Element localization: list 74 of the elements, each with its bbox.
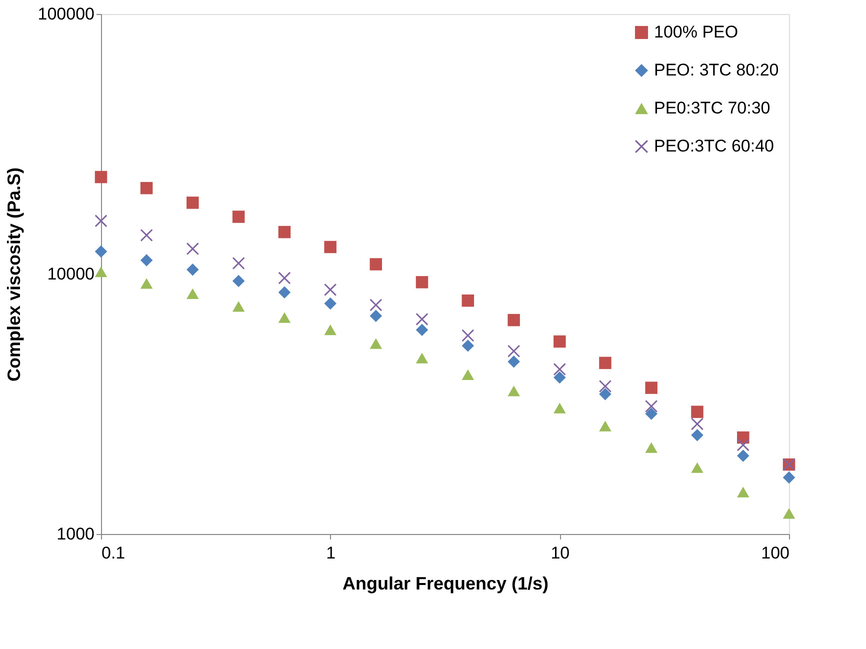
point — [691, 429, 704, 442]
point — [140, 278, 153, 289]
point — [186, 196, 199, 209]
point — [186, 263, 199, 276]
point — [691, 406, 704, 418]
point — [737, 486, 750, 498]
y-axis-title: Complex viscosity (Pa.S) — [4, 167, 24, 382]
point — [370, 298, 382, 312]
point — [94, 245, 108, 258]
point — [645, 382, 658, 394]
point — [370, 338, 382, 349]
point — [737, 450, 750, 462]
legend-label: 100% PEO — [654, 22, 738, 42]
point — [324, 240, 336, 254]
point — [370, 310, 382, 322]
point — [232, 301, 245, 312]
point — [324, 297, 336, 310]
point — [186, 288, 199, 299]
point — [324, 324, 336, 336]
point — [278, 272, 291, 284]
y-tick-label: 10000 — [47, 264, 94, 284]
point — [140, 254, 153, 266]
point — [508, 356, 520, 368]
point — [599, 388, 612, 400]
point — [416, 313, 428, 326]
legend-label: PE0:3TC 70:30 — [654, 98, 770, 118]
point — [554, 363, 566, 376]
point — [324, 284, 336, 296]
point — [508, 345, 520, 358]
point — [599, 420, 612, 432]
point — [94, 266, 108, 278]
point — [94, 214, 108, 228]
point — [554, 335, 566, 348]
point — [232, 274, 245, 288]
point — [599, 356, 612, 370]
legend-label: PEO:3TC 60:40 — [654, 136, 774, 156]
point — [599, 380, 612, 392]
point — [232, 210, 245, 223]
point — [232, 257, 245, 270]
point — [186, 242, 199, 255]
point — [462, 294, 474, 307]
point — [416, 352, 428, 364]
x-tick-label: 1 — [326, 544, 336, 562]
point — [508, 314, 520, 326]
point — [645, 400, 658, 412]
point — [782, 508, 796, 519]
point — [645, 408, 658, 420]
point — [737, 438, 750, 452]
y-tick-label: 100000 — [38, 4, 94, 24]
point — [645, 442, 658, 453]
point — [782, 471, 796, 484]
point — [508, 386, 520, 396]
y-tick-label: 1000 — [56, 524, 94, 544]
point — [554, 371, 566, 384]
point — [278, 312, 291, 323]
point — [94, 170, 108, 184]
point — [140, 229, 153, 242]
x-axis-title: Angular Frequency (1/s) — [342, 574, 549, 594]
x-tick-label: 100 — [761, 544, 790, 562]
x-tick-label: 0.1 — [102, 544, 126, 562]
point — [691, 462, 704, 473]
point — [278, 286, 291, 298]
point — [278, 226, 291, 238]
point — [462, 369, 474, 380]
point — [416, 276, 428, 288]
point — [554, 402, 566, 414]
point — [691, 418, 704, 430]
x-tick-label: 10 — [550, 544, 570, 562]
point — [416, 324, 428, 336]
point — [140, 182, 153, 194]
legend-label: PEO: 3TC 80:20 — [654, 60, 779, 80]
point — [462, 329, 474, 342]
point — [462, 340, 474, 352]
point — [370, 258, 382, 270]
